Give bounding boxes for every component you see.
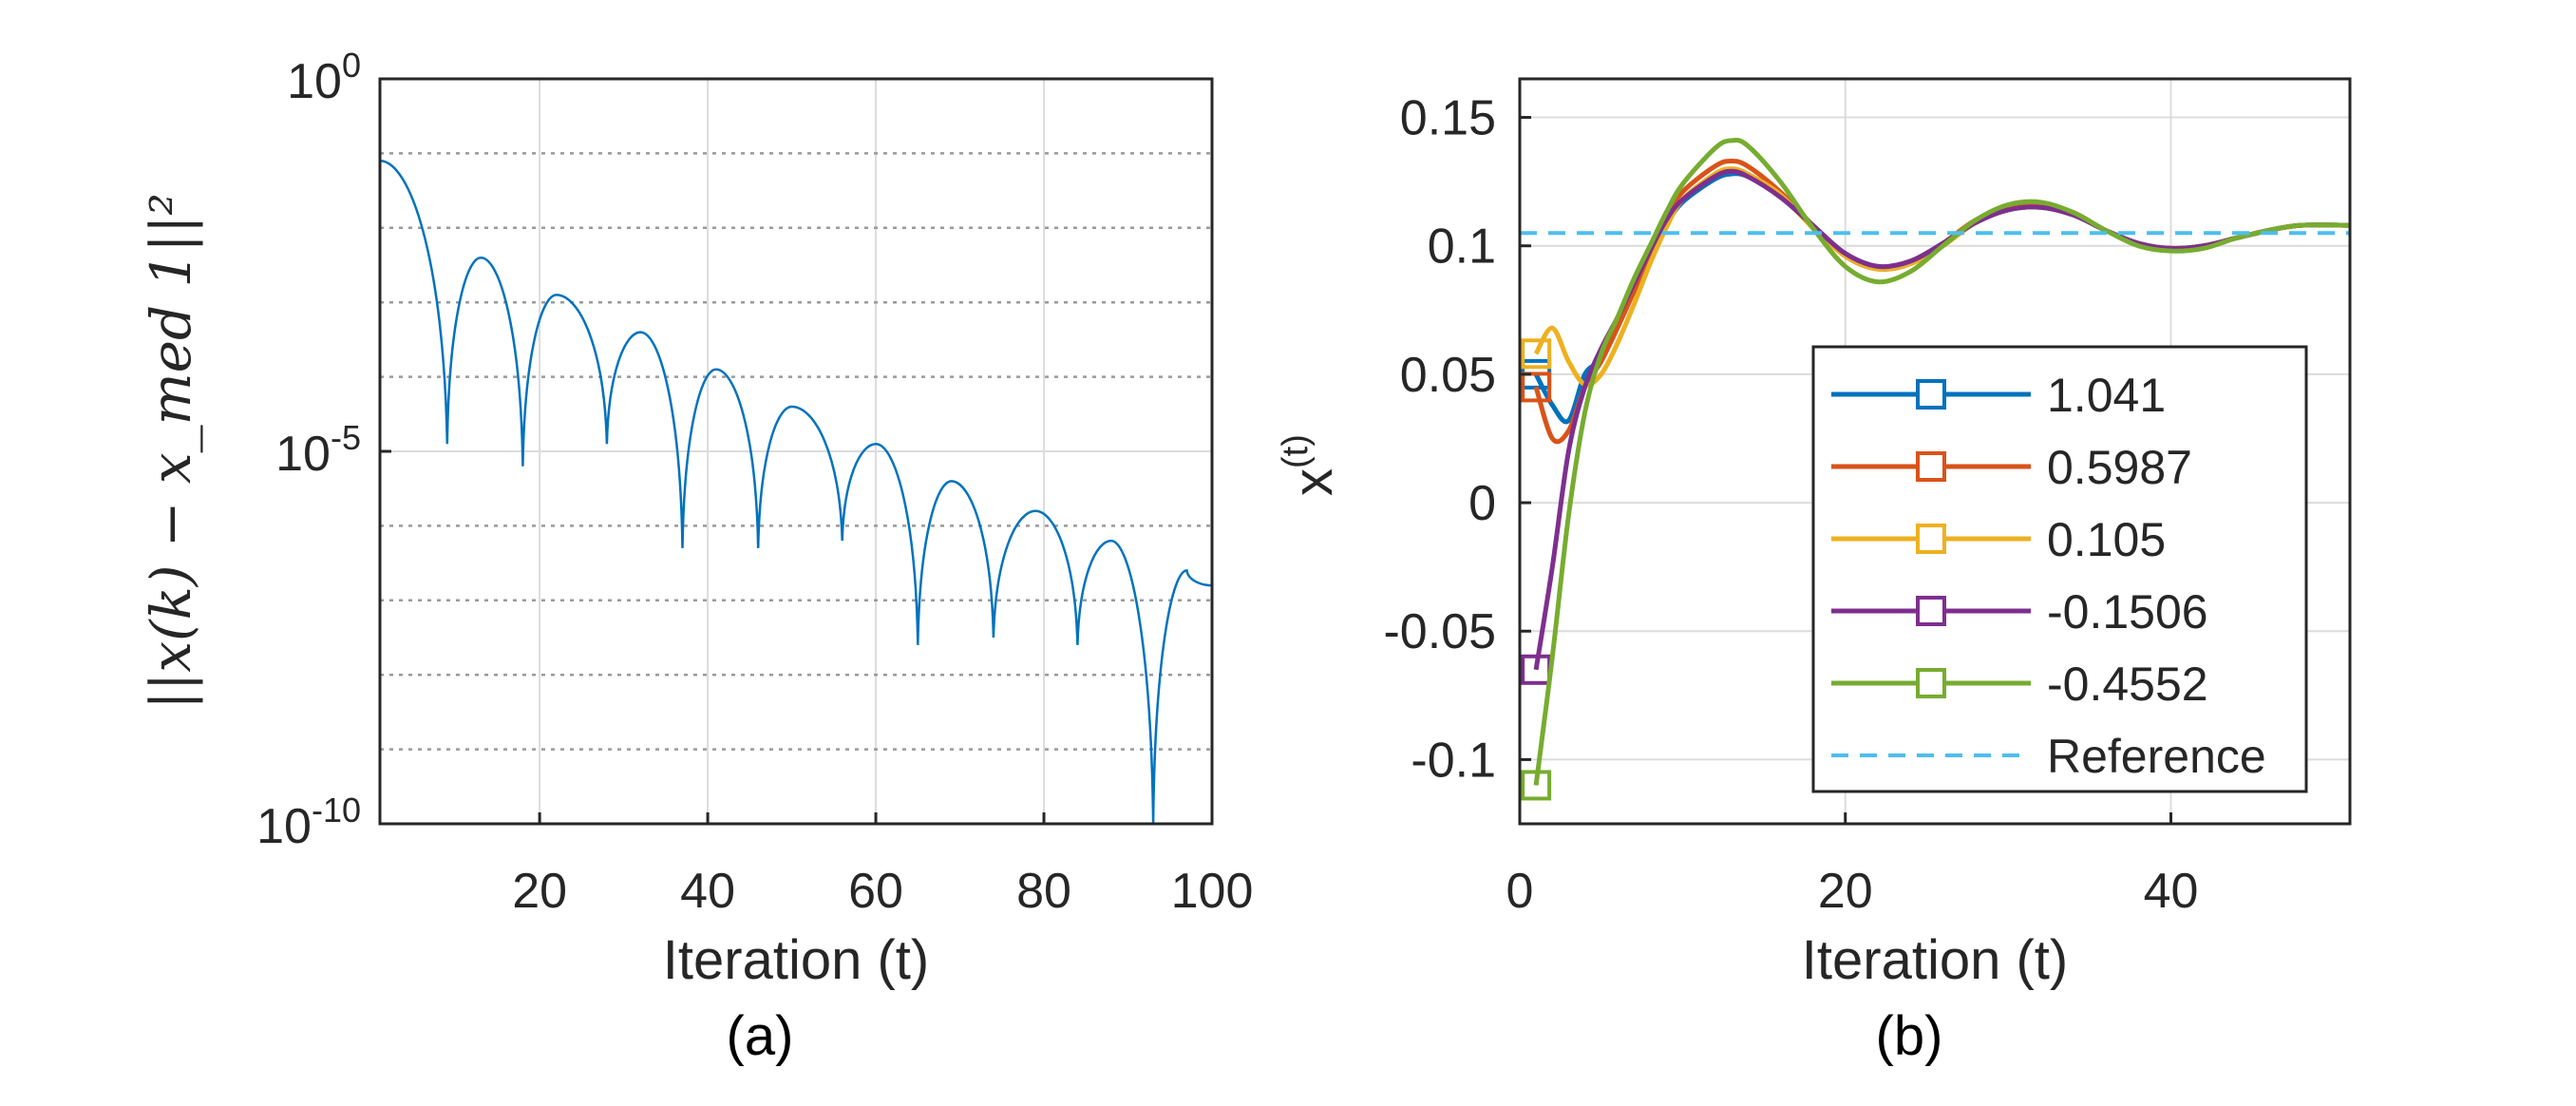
- panel-b: 0 20 40 -0.1 -0.05 0 0.05 0.1 0.15 Iteration (t…: [1276, 77, 2352, 1067]
- x-tick-label: 60: [848, 864, 903, 919]
- legend-label: 0.105: [2047, 513, 2166, 566]
- legend-items-b: 1.041 0.5987 0.105 -0.1506 -0.4552 Reference: [1831, 369, 2266, 783]
- ticks-a: [380, 77, 1214, 826]
- y-tick-label-base: 10: [287, 54, 342, 109]
- y-axis-label-b-base: x: [1282, 468, 1344, 496]
- legend-label-reference: Reference: [2047, 730, 2266, 783]
- x-tick-label: 80: [1016, 864, 1071, 919]
- x-tick-label: 100: [1171, 864, 1254, 919]
- legend-label: -0.4552: [2047, 658, 2208, 711]
- x-tick-label: 20: [512, 864, 567, 919]
- y-axis-label-b-sup: (t): [1276, 434, 1316, 468]
- legend-swatch-marker: [1916, 668, 1946, 698]
- series-line-error: [380, 159, 1212, 824]
- y-tick-label-exp: 0: [342, 46, 361, 85]
- ticks-b: [1518, 116, 2172, 824]
- legend-swatch-marker: [1916, 451, 1946, 482]
- x-tick-label: 20: [1818, 864, 1873, 919]
- legend-label: 0.5987: [2047, 441, 2192, 494]
- series-marker-2: [1521, 372, 1552, 403]
- y-tick-labels-b: -0.1 -0.05 0 0.05 0.1 0.15: [1383, 91, 1496, 789]
- caption-b: (b): [1876, 1005, 1943, 1067]
- x-tick-label: 0: [1506, 864, 1534, 919]
- x-tick-label: 40: [680, 864, 735, 919]
- x-tick-labels-a: 20 40 60 80 100: [512, 864, 1253, 919]
- x-tick-labels-b: 0 20 40: [1506, 864, 2199, 919]
- series-line-5: [1533, 137, 2350, 786]
- legend-swatch-marker: [1916, 524, 1946, 554]
- legend-swatch-marker: [1916, 596, 1946, 626]
- axes-box-b: [1518, 77, 2352, 826]
- y-axis-label-a: ||x(k) − x_med 1||²: [139, 193, 203, 710]
- legend-swatch-marker: [1916, 379, 1946, 410]
- legend-label: -0.1506: [2047, 585, 2208, 639]
- y-tick-label: 100: [287, 46, 361, 109]
- y-tick-label-base: 10: [256, 799, 312, 854]
- y-tick-label: 0.1: [1428, 219, 1496, 275]
- y-tick-label: 0.05: [1400, 348, 1496, 403]
- series-marker-3: [1521, 338, 1552, 370]
- legend-box-b: [1811, 345, 2308, 793]
- y-axis-label-b: x(t): [1276, 434, 1344, 496]
- y-tick-label: 10-5: [275, 418, 361, 482]
- series-marker-5: [1521, 770, 1552, 801]
- legend-b: 1.041 0.5987 0.105 -0.1506 -0.4552 Reference: [1811, 345, 2308, 793]
- y-tick-label-base: 10: [275, 427, 331, 482]
- y-tick-label-exp: -10: [312, 791, 361, 830]
- series-group-b: [1520, 137, 2350, 801]
- caption-a: (a): [727, 1005, 794, 1067]
- x-axis-label-b: Iteration (t): [1802, 929, 2068, 991]
- x-tick-label: 40: [2144, 864, 2199, 919]
- y-tick-label: -0.05: [1383, 604, 1496, 659]
- y-tick-label-exp: -5: [331, 418, 361, 457]
- y-tick-label: 0.15: [1400, 91, 1496, 146]
- y-tick-label: 0: [1468, 476, 1496, 531]
- y-tick-label: -0.1: [1411, 733, 1496, 788]
- y-tick-label: 10-10: [256, 791, 361, 854]
- legend-label: 1.041: [2047, 369, 2166, 422]
- series-group-a: [380, 159, 1212, 824]
- x-axis-label-a: Iteration (t): [663, 929, 929, 991]
